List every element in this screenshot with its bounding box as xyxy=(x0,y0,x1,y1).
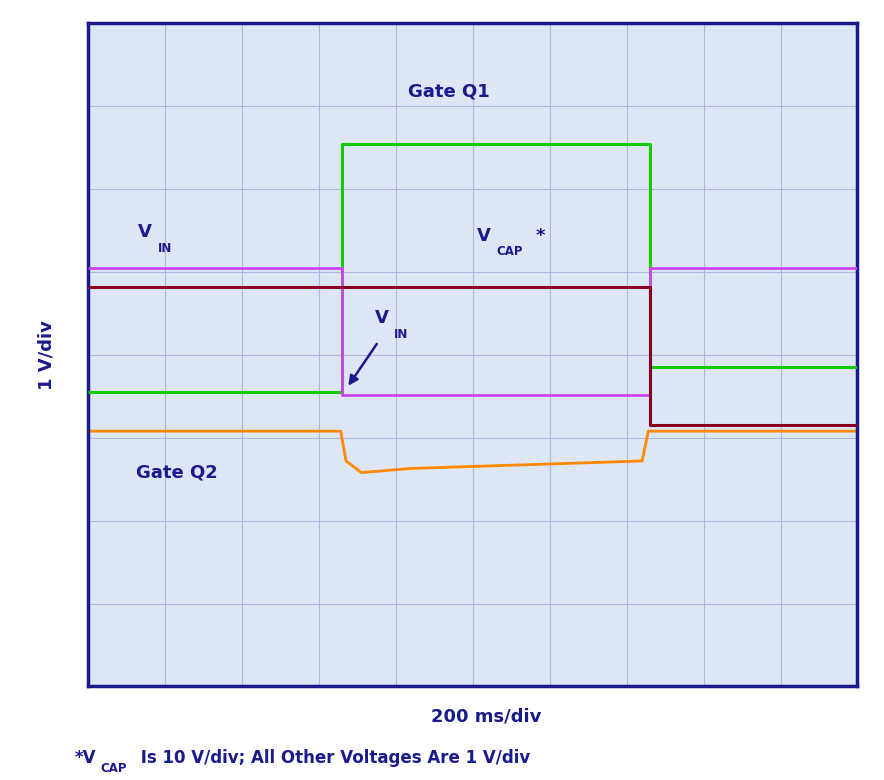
Text: 1 V/div: 1 V/div xyxy=(37,320,55,390)
Text: IN: IN xyxy=(393,328,408,342)
Text: Gate Q1: Gate Q1 xyxy=(408,83,490,101)
Text: Gate Q2: Gate Q2 xyxy=(136,463,217,481)
Text: V: V xyxy=(139,223,152,241)
Text: Is 10 V/div; All Other Voltages Are 1 V/div: Is 10 V/div; All Other Voltages Are 1 V/… xyxy=(135,749,530,767)
Text: V: V xyxy=(476,226,491,245)
Text: V: V xyxy=(375,310,388,328)
Text: IN: IN xyxy=(157,242,172,255)
Text: *: * xyxy=(536,226,545,245)
Text: *V: *V xyxy=(75,749,96,767)
Text: CAP: CAP xyxy=(100,762,126,775)
Text: CAP: CAP xyxy=(496,246,522,258)
Text: 200 ms/div: 200 ms/div xyxy=(431,707,541,725)
